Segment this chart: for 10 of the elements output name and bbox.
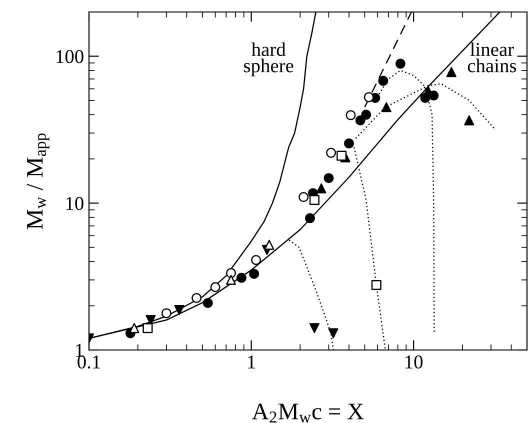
x-axis-title: A$_{2}$M$_{w}$c = X [252, 404, 364, 423]
y-tick-label: 100 [56, 50, 84, 64]
y-tick-label: 1 [76, 344, 83, 357]
y-tick-label: 10 [66, 196, 84, 210]
x-tick-label: 1 [248, 356, 255, 368]
annotation: linear chains [468, 42, 516, 72]
x-tick-label: 0.1 [78, 355, 100, 369]
annotation: hard sphere [244, 42, 294, 76]
y-axis-title: M$_{w}$ / M$_{app}$ [26, 133, 50, 230]
x-tick-label: 10 [406, 355, 423, 369]
